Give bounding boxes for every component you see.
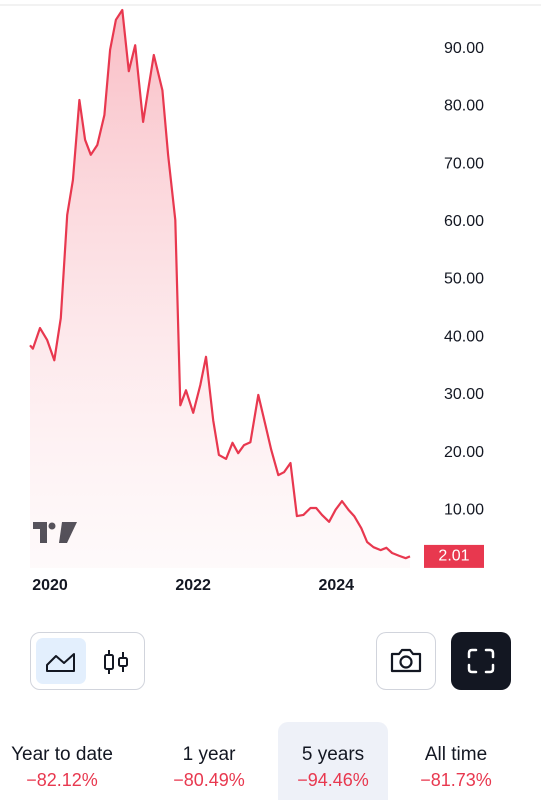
x-tick-label: 2020: [32, 577, 68, 594]
area-fill: [30, 10, 410, 568]
price-line: [29, 8, 411, 560]
tab-label: Year to date: [11, 744, 113, 765]
price-tag: 2.01: [438, 548, 469, 565]
camera-icon: [390, 648, 422, 673]
candle-icon: [104, 650, 128, 674]
period-tab[interactable]: 1 year −80.49%: [153, 722, 265, 800]
chart: 10.00 20.00 30.00 40.00 50.00 60.00 70.00 80.00…: [0, 4, 541, 594]
y-tick-label: 50.00: [444, 271, 484, 288]
y-tick-label: 80.00: [444, 98, 484, 115]
y-tick-label: 60.00: [444, 213, 484, 230]
period-tab[interactable]: All time −81.73%: [400, 722, 512, 800]
tab-change: −94.46%: [297, 770, 369, 790]
y-tick-label: 70.00: [444, 155, 484, 172]
price-tag-bg: [424, 544, 484, 568]
fullscreen-icon: [467, 648, 495, 674]
period-tab[interactable]: Year to date −82.12%: [6, 722, 118, 800]
snapshot-button[interactable]: [376, 632, 436, 690]
period-tab[interactable]: 5 years −94.46%: [278, 722, 388, 800]
area-style-button[interactable]: [36, 638, 86, 684]
tab-change: −81.73%: [420, 770, 492, 790]
x-tick-label: 2024: [318, 577, 354, 594]
y-tick-label: 20.00: [444, 444, 484, 461]
tab-change: −82.12%: [26, 770, 98, 790]
chart-style-group: [30, 632, 145, 690]
candle-style-button[interactable]: [93, 638, 139, 684]
y-tick-label: 40.00: [444, 328, 484, 345]
tab-change: −80.49%: [173, 770, 245, 790]
tab-label: 5 years: [301, 744, 365, 765]
tab-label: All time: [424, 744, 488, 765]
y-tick-label: 30.00: [444, 386, 484, 403]
area-icon: [46, 653, 75, 672]
x-tick-label: 2022: [175, 577, 211, 594]
y-tick-label: 90.00: [444, 40, 484, 57]
y-tick-label: 10.00: [444, 502, 484, 519]
fullscreen-button[interactable]: [451, 632, 511, 690]
tab-label: 1 year: [182, 744, 236, 765]
